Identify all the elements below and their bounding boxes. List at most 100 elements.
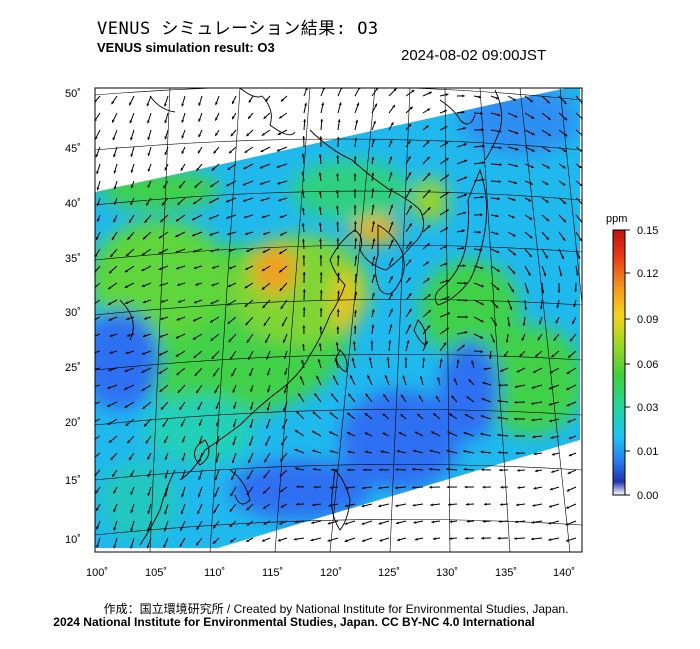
wind-arrow-head: [198, 440, 202, 444]
wind-arrow-head: [482, 485, 486, 489]
wind-arrow-head: [532, 504, 536, 507]
wind-arrow-head: [146, 202, 149, 206]
wind-arrow-head: [353, 325, 357, 329]
wind-arrow-head: [281, 442, 284, 446]
wind-arrow-head: [498, 383, 501, 387]
wind-arrow-head: [243, 199, 246, 202]
colorbar-tick-label: 0.12: [637, 268, 658, 280]
wind-arrow-head: [91, 319, 94, 322]
wind-arrow-head: [193, 266, 197, 269]
lon-tick-label: 105˚: [145, 567, 167, 579]
wind-arrow-head: [382, 413, 386, 417]
wind-arrow-head: [277, 181, 281, 185]
wind-arrow-head: [92, 335, 95, 338]
wind-arrow-head: [215, 441, 219, 445]
wind-arrow-head: [276, 148, 280, 152]
wind-arrow-head: [175, 335, 179, 339]
wind-arrow-head: [96, 203, 100, 206]
wind-arrow-head: [462, 229, 465, 233]
wind-arrow-head: [246, 133, 250, 137]
wind-arrow-head: [146, 545, 150, 549]
wind-arrow-head: [449, 520, 453, 523]
wind-arrow-head: [164, 493, 168, 497]
wind-arrow-head: [553, 337, 557, 341]
wind-arrow-head: [439, 358, 443, 362]
wind-arrow-head: [428, 91, 432, 95]
wind-arrow-head: [179, 185, 182, 189]
wind-arrow-head: [246, 539, 250, 542]
wind-arrow-head: [535, 469, 538, 473]
wind-arrow-head: [284, 372, 288, 375]
wind-arrow: [95, 333, 101, 337]
wind-arrow-head: [449, 413, 453, 417]
wind-arrow-head: [279, 269, 282, 273]
lat-tick-label: 15˚: [65, 475, 81, 487]
wind-arrow-head: [516, 369, 520, 373]
wind-arrow-head: [417, 413, 421, 417]
wind-arrow-head: [414, 537, 418, 541]
wind-arrow-head: [318, 191, 322, 194]
wind-arrow-head: [372, 138, 375, 142]
wind-arrow-head: [107, 422, 111, 425]
wind-arrow-head: [129, 102, 132, 106]
wind-arrow-head: [361, 486, 365, 490]
wind-arrow-head: [384, 375, 388, 379]
wind-arrow-head: [250, 389, 253, 392]
lon-tick-label: 100˚: [86, 567, 108, 579]
wind-arrow-head: [481, 398, 485, 401]
wind-arrow-head: [354, 310, 357, 313]
wind-arrow-head: [96, 507, 99, 511]
forecast-timestamp: 2024-08-02 09:00JST: [401, 47, 547, 64]
wind-arrow-head: [158, 251, 162, 254]
wind-arrow-head: [443, 342, 447, 346]
wind-arrow-head: [227, 232, 231, 236]
wind-arrow-head: [245, 267, 249, 270]
wind-arrow-head: [463, 450, 467, 453]
wind-arrow-head: [412, 486, 415, 489]
wind-arrow-head: [160, 219, 164, 223]
wind-arrow-head: [180, 511, 184, 515]
figure-title-japanese: VENUS シミュレーション結果: O3: [97, 19, 379, 39]
wind-arrow-head: [499, 163, 502, 166]
wind-arrow-head: [147, 456, 150, 460]
wind-arrow-head: [456, 359, 460, 363]
wind-arrow-head: [445, 227, 449, 231]
wind-arrow-head: [371, 188, 375, 192]
wind-arrow-head: [566, 387, 570, 390]
wind-arrow-head: [141, 268, 145, 271]
wind-arrow-head: [397, 538, 400, 542]
wind-arrow-head: [346, 432, 350, 435]
wind-arrow-head: [454, 378, 457, 382]
wind-arrow-head: [390, 276, 393, 279]
wind-arrow-head: [163, 544, 166, 548]
wind-arrow-head: [159, 389, 163, 392]
wind-arrow-head: [160, 317, 164, 320]
wind-arrow-head: [496, 250, 500, 254]
wind-arrow-head: [482, 520, 486, 523]
wind-arrow-head: [147, 492, 151, 496]
wind-arrow-head: [464, 414, 468, 417]
wind-arrow-head: [147, 168, 151, 172]
colorbar-unit-label: ppm: [606, 213, 627, 225]
wind-arrow-head: [402, 375, 406, 379]
wind-arrow-head: [529, 217, 533, 220]
wind-arrow-head: [446, 174, 449, 178]
wind-arrow-head: [531, 116, 535, 119]
wind-arrow-head: [512, 233, 516, 237]
wind-arrow-head: [259, 165, 263, 169]
wind-arrow-head: [215, 406, 219, 410]
wind-arrow-head: [563, 219, 566, 223]
wind-arrow-head: [408, 324, 411, 328]
wind-arrow-head: [231, 460, 235, 464]
wind-arrow-head: [531, 148, 535, 152]
wind-arrow-head: [141, 388, 145, 391]
wind-arrow-head: [262, 305, 266, 308]
wind-arrow-head: [163, 528, 167, 532]
wind-arrow-head: [314, 393, 318, 397]
wind-arrow-head: [245, 322, 249, 326]
wind-arrow-head: [164, 120, 168, 124]
wind-arrow-head: [130, 153, 134, 157]
wind-arrow-head: [367, 375, 370, 378]
wind-arrow-head: [420, 376, 423, 379]
wind-arrow-head: [125, 301, 129, 304]
